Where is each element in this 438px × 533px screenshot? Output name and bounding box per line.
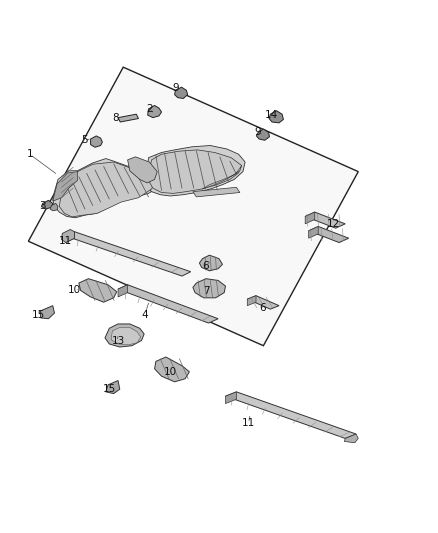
Text: 12: 12 xyxy=(326,219,339,229)
Text: 9: 9 xyxy=(172,83,179,93)
Polygon shape xyxy=(256,129,269,140)
Text: 15: 15 xyxy=(32,310,45,320)
Polygon shape xyxy=(193,187,240,197)
Polygon shape xyxy=(105,324,144,347)
Polygon shape xyxy=(305,212,315,224)
Text: 10: 10 xyxy=(68,286,81,295)
Polygon shape xyxy=(226,392,356,439)
Polygon shape xyxy=(344,434,358,443)
Text: 2: 2 xyxy=(146,104,153,114)
Polygon shape xyxy=(226,392,237,403)
Text: 5: 5 xyxy=(81,135,88,146)
Polygon shape xyxy=(127,157,157,183)
Polygon shape xyxy=(66,232,191,276)
Polygon shape xyxy=(50,204,58,211)
Text: 15: 15 xyxy=(102,384,116,394)
Polygon shape xyxy=(309,227,318,238)
Polygon shape xyxy=(53,158,162,218)
Text: 14: 14 xyxy=(265,110,278,120)
Polygon shape xyxy=(53,172,78,201)
Polygon shape xyxy=(145,146,245,196)
Text: 6: 6 xyxy=(259,303,266,313)
Text: 6: 6 xyxy=(203,261,209,271)
Text: 10: 10 xyxy=(164,367,177,377)
Polygon shape xyxy=(42,200,53,209)
Polygon shape xyxy=(28,67,358,346)
Polygon shape xyxy=(305,212,345,228)
Polygon shape xyxy=(118,285,218,323)
Text: 13: 13 xyxy=(111,336,125,346)
Polygon shape xyxy=(118,285,127,297)
Polygon shape xyxy=(66,232,74,243)
Polygon shape xyxy=(193,279,226,298)
Text: 11: 11 xyxy=(242,418,255,428)
Polygon shape xyxy=(199,255,223,271)
Polygon shape xyxy=(111,327,141,345)
Text: 8: 8 xyxy=(112,112,119,123)
Text: 11: 11 xyxy=(59,236,72,246)
Polygon shape xyxy=(155,357,189,382)
Polygon shape xyxy=(118,114,138,122)
Text: 3: 3 xyxy=(39,200,46,211)
Polygon shape xyxy=(202,166,242,189)
Polygon shape xyxy=(79,279,117,302)
Polygon shape xyxy=(269,111,283,123)
Polygon shape xyxy=(59,162,156,217)
Polygon shape xyxy=(148,106,162,118)
Text: 4: 4 xyxy=(142,310,148,320)
Polygon shape xyxy=(41,305,54,319)
Text: 7: 7 xyxy=(203,286,209,296)
Text: 9: 9 xyxy=(255,126,261,136)
Polygon shape xyxy=(61,230,74,243)
Polygon shape xyxy=(309,227,349,243)
Polygon shape xyxy=(247,296,256,305)
Polygon shape xyxy=(106,381,120,393)
Text: 1: 1 xyxy=(26,149,33,159)
Polygon shape xyxy=(91,136,102,147)
Polygon shape xyxy=(247,296,279,309)
Polygon shape xyxy=(148,150,242,193)
Polygon shape xyxy=(175,87,187,99)
